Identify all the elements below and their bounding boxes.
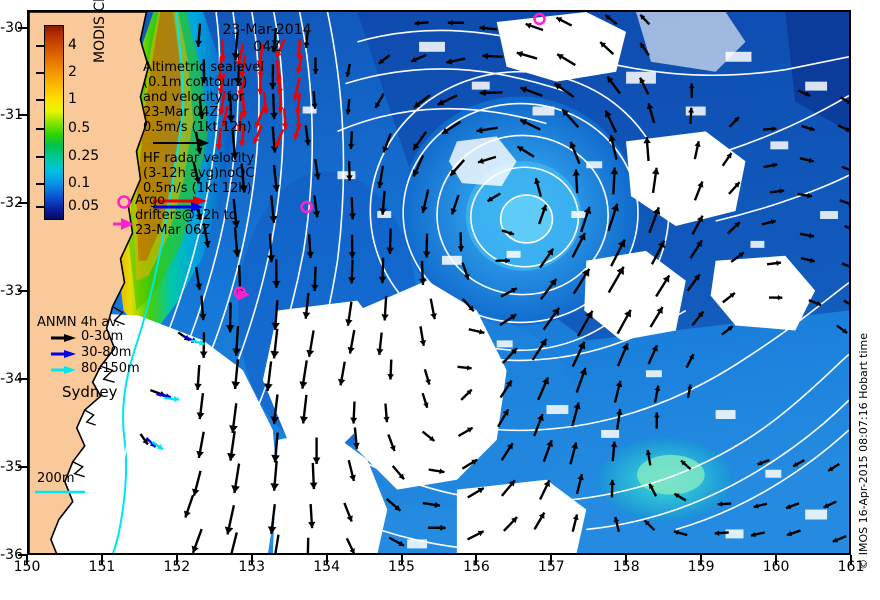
legend-hfradar-text: HF radar velocity (3-12h avg)noQC 0.5m/s… xyxy=(143,151,255,196)
colorbar-tick-label: 0.5 xyxy=(68,120,91,137)
x-axis-tick xyxy=(850,555,852,564)
x-axis-tick-label: 159 xyxy=(687,559,715,575)
colorbar-tick-mark xyxy=(36,182,44,185)
colorbar-tick-label: 0.1 xyxy=(68,174,91,191)
x-axis-tick-label: 153 xyxy=(238,559,266,575)
colorbar-tick-mark xyxy=(36,128,44,131)
y-axis-tick xyxy=(18,554,27,556)
x-axis-tick xyxy=(625,555,628,564)
y-axis-tick-label: -34 xyxy=(0,371,23,388)
argo-marker-icon xyxy=(117,195,131,209)
colorbar-gradient xyxy=(44,25,64,220)
colorbar-tick-mark xyxy=(36,44,44,47)
y-axis-tick xyxy=(18,26,27,29)
x-axis-tick-label: 154 xyxy=(313,559,340,575)
y-axis-tick xyxy=(18,290,27,293)
plot-title: 23-Mar-2014 04Z xyxy=(207,22,327,56)
x-axis-tick xyxy=(250,555,253,564)
x-axis-tick xyxy=(550,555,553,564)
colorbar-tick-mark xyxy=(36,155,44,158)
colorbar-tick-mark xyxy=(36,206,44,209)
y-axis-tick xyxy=(18,378,27,381)
title-time: 04Z xyxy=(253,39,281,55)
y-axis-tick-label: -30 xyxy=(0,19,23,36)
hf-radar-arrows xyxy=(215,38,303,151)
isobath-200m xyxy=(112,12,184,553)
y-axis-tick-label: -32 xyxy=(0,195,23,212)
y-axis-tick-label: -33 xyxy=(0,283,23,300)
ocean-chlorophyll-raster xyxy=(29,12,849,553)
x-axis-tick-label: 155 xyxy=(388,559,415,575)
map-plot-area: 23-Mar-2014 04Z Altimetric sealevel (0.1m… xyxy=(27,10,851,555)
drifter-markers xyxy=(237,288,250,301)
y-axis-tick xyxy=(18,202,27,205)
colorbar-title: MODIS Chl-a mg/m3 OC3 xyxy=(92,0,108,63)
anmn-mooring-arrows xyxy=(139,331,205,451)
y-axis-tick xyxy=(18,466,27,469)
x-axis-tick-label: 150 xyxy=(13,559,41,575)
anmn-30-80m-icon xyxy=(51,350,76,358)
legend-anmn-title: ANMN 4h av. xyxy=(37,315,121,330)
colorbar-tick-mark xyxy=(36,99,44,102)
x-axis-tick xyxy=(700,555,703,564)
legend-anmn-item-2-label: 80-150m xyxy=(81,361,140,376)
legend-anmn-item-1-label: 30-80m xyxy=(81,345,132,360)
copyright-notice: © IMOS 16-Apr-2015 08:07:16 Hobart time xyxy=(857,333,870,570)
drifter-marker-icon xyxy=(113,218,134,230)
legend-altimetry-text: Altimetric sealevel (0.1m contours) and … xyxy=(143,60,264,135)
legend-argo-label: Argo xyxy=(135,193,166,208)
colorbar-tick-label: 0.05 xyxy=(68,198,100,215)
x-axis-tick xyxy=(175,555,178,564)
x-axis-tick xyxy=(475,555,478,564)
depth-contour-swatch-icon xyxy=(35,490,85,494)
x-axis-tick xyxy=(325,555,328,564)
legend-anmn-item-0-label: 0-30m xyxy=(81,329,124,344)
y-axis-tick xyxy=(18,114,27,117)
x-axis-tick xyxy=(775,555,778,564)
x-axis-tick-label: 152 xyxy=(163,559,191,575)
altimetry-scale-arrow-icon xyxy=(153,138,209,148)
x-axis-tick xyxy=(400,555,403,564)
x-axis-tick xyxy=(26,555,28,564)
anmn-0-30m-icon xyxy=(51,334,76,342)
city-label-sydney: Sydney xyxy=(62,383,118,401)
anmn-80-150m-icon xyxy=(51,366,76,374)
x-axis-tick-label: 161 xyxy=(837,559,865,575)
colorbar-tick-label: 2 xyxy=(68,63,77,80)
colorbar-tick-mark xyxy=(36,71,44,74)
legend-depth-contour-label: 200m xyxy=(37,471,75,486)
x-axis-tick-label: 156 xyxy=(463,559,490,575)
colorbar-tick-label: 4 xyxy=(68,36,77,53)
x-axis-tick xyxy=(100,555,103,564)
y-axis-tick-label: -36 xyxy=(0,547,23,563)
legend-drifters-label: drifters@12h to 23-Mar 06Z xyxy=(135,208,237,238)
x-axis-tick-label: 158 xyxy=(612,559,640,575)
hfradar-scale-arrow-icon xyxy=(153,196,207,212)
velocity-arrows xyxy=(183,13,849,553)
y-axis-tick-label: -31 xyxy=(0,107,23,124)
x-axis-tick-label: 160 xyxy=(762,559,790,575)
y-axis-tick-label: -35 xyxy=(0,459,23,476)
title-date: 23-Mar-2014 xyxy=(222,22,312,38)
x-axis-tick-label: 157 xyxy=(537,559,565,575)
x-axis-tick-label: 151 xyxy=(88,559,116,575)
colorbar-tick-label: 0.25 xyxy=(68,147,100,164)
colorbar-tick-label: 1 xyxy=(68,91,77,108)
